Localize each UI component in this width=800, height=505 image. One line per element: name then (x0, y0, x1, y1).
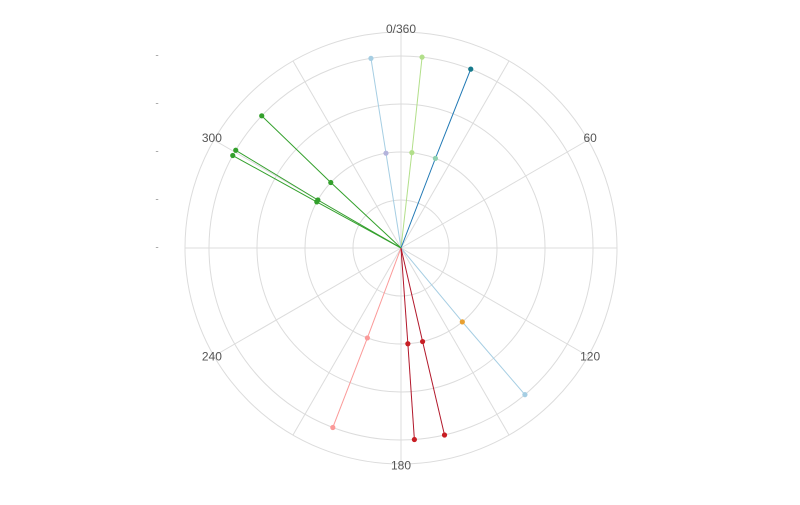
r-tick-label: - (155, 147, 158, 158)
series-line (434, 68, 472, 159)
point (259, 113, 265, 119)
spoke-segment (400, 152, 413, 249)
theta-grid-line (400, 139, 589, 249)
point (419, 338, 426, 345)
point (405, 341, 411, 347)
outer-circle (184, 31, 618, 465)
theta-tick-label: 180 (391, 459, 411, 473)
theta-tick-label: 240 (202, 349, 222, 363)
point (364, 335, 370, 341)
r-tick-label: - (155, 243, 158, 254)
point (468, 66, 474, 72)
r-grid-circle (352, 199, 450, 297)
theta-grid-line (292, 247, 402, 436)
series-line (370, 58, 387, 154)
series-line (232, 155, 318, 203)
theta-grid-line (400, 247, 510, 436)
spoke-segment (366, 247, 402, 339)
r-grid-circle (256, 103, 546, 393)
r-grid-circle (304, 151, 498, 345)
r-grid-circle (208, 55, 594, 441)
spoke-segment (400, 158, 436, 249)
theta-grid-line (292, 60, 402, 249)
point (432, 155, 439, 161)
theta-grid-line (213, 247, 402, 357)
theta-grid-line (400, 60, 510, 249)
point (419, 54, 425, 60)
theta-tick-label: 300 (202, 131, 222, 145)
point (459, 319, 465, 325)
point (314, 199, 320, 205)
theta-tick-label: 120 (580, 349, 600, 363)
theta-tick-label: 60 (583, 131, 597, 145)
point (233, 147, 239, 153)
point (441, 432, 448, 438)
r-tick-label: - (155, 99, 158, 110)
point (383, 150, 389, 156)
point (409, 150, 415, 156)
series-line (422, 341, 446, 436)
point (328, 179, 334, 186)
spoke-segment (400, 247, 463, 323)
point (411, 436, 417, 443)
r-tick-label: - (155, 195, 158, 206)
series-line (261, 115, 332, 183)
spoke-segment (316, 201, 402, 249)
theta-grid-line (400, 247, 589, 357)
r-tick-label: - (155, 51, 158, 62)
spoke-segment (400, 247, 424, 342)
series-line (407, 343, 415, 440)
spoke-segment (385, 153, 402, 249)
theta-tick-label: 0/360 (386, 22, 416, 36)
series-line (332, 337, 368, 428)
point (522, 392, 528, 398)
series-line (461, 321, 526, 395)
point (230, 152, 236, 159)
series-line (411, 57, 423, 153)
point (368, 55, 374, 61)
spoke-segment (400, 247, 409, 344)
series-line (235, 149, 319, 201)
spoke-segment (330, 182, 402, 249)
point (330, 424, 336, 431)
